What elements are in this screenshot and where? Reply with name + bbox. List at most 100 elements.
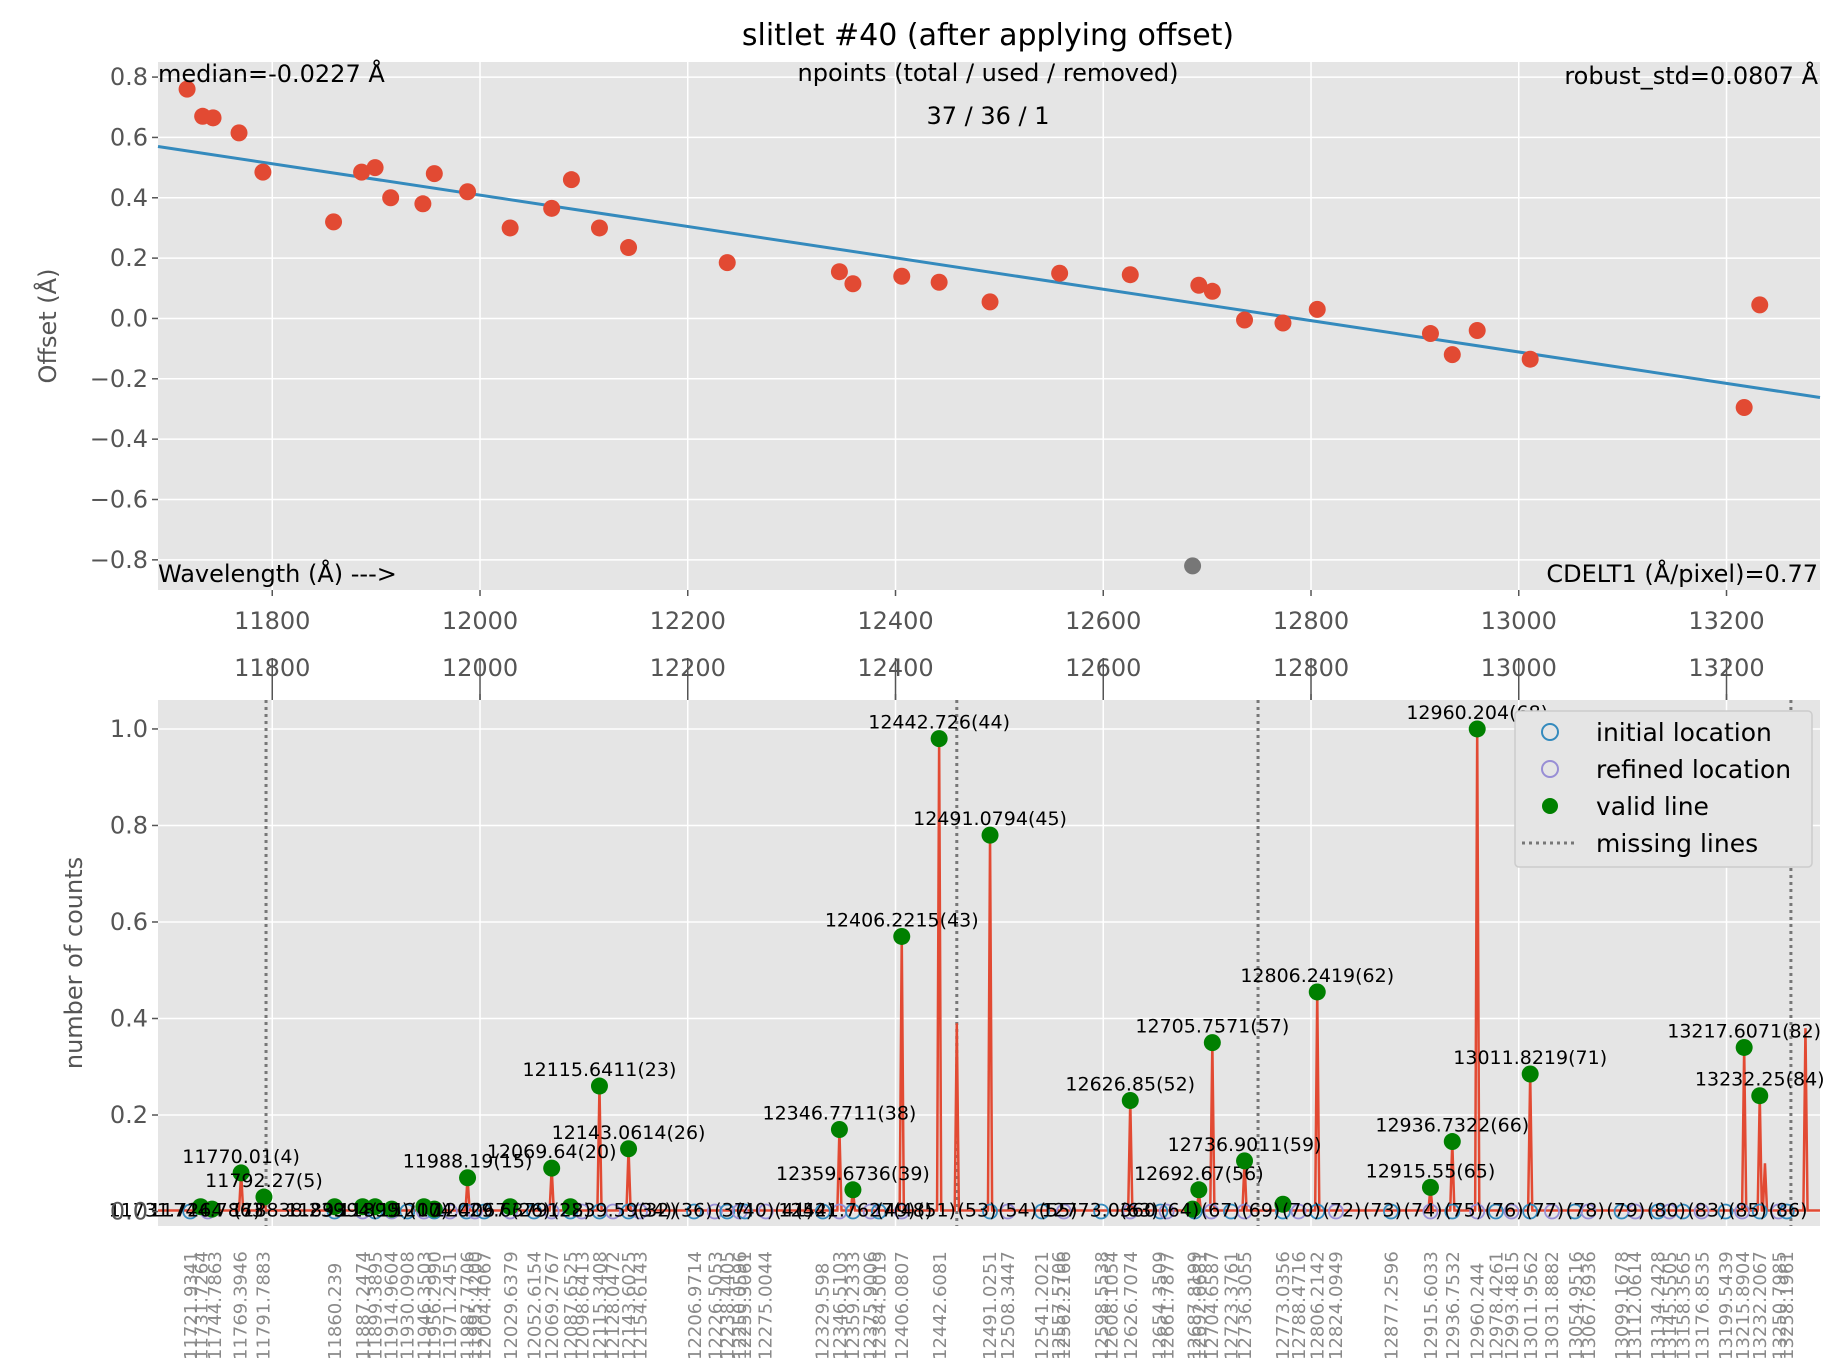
valid-line-marker (1521, 1065, 1539, 1083)
wavelength-tick-label: 12978.4261 (1486, 1251, 1507, 1360)
top-y-tick-label: 0.2 (110, 244, 148, 272)
legend-refined-location: refined location (1596, 755, 1791, 784)
line-id-label: (83) (1687, 1200, 1726, 1222)
valid-line-label: 12406.2215(43) (825, 909, 979, 931)
wavelength-tick-label: 12626.7074 (1121, 1251, 1142, 1360)
offset-point (718, 254, 736, 272)
line-location-marker (757, 1203, 774, 1220)
line-id-label: (55) (1039, 1200, 1078, 1222)
offset-point (414, 195, 432, 213)
line-location-marker (458, 1203, 475, 1220)
wavelength-tick-label: 12275.0044 (756, 1251, 777, 1360)
top-x-tick-label: 13000 (1481, 607, 1557, 635)
top-x-tick-label: 13200 (1688, 607, 1764, 635)
line-id-label: 11899 (339, 1200, 399, 1222)
bottom-top-x-tick-label: 12400 (857, 654, 933, 682)
valid-line-marker (981, 826, 999, 844)
wavelength-tick-label: 13112.0614 (1625, 1251, 1646, 1360)
line-location-marker (1055, 1203, 1072, 1220)
fit-line (157, 144, 1821, 399)
valid-line-marker (1443, 1133, 1461, 1151)
wavelength-tick-label: 13158.3565 (1673, 1251, 1694, 1360)
npoints-values: 37 / 36 / 1 (926, 102, 1049, 130)
valid-line-label: 11988.19(15) (403, 1151, 533, 1173)
wavelength-tick-label: 12806.2142 (1307, 1251, 1328, 1360)
valid-line-marker (543, 1159, 561, 1177)
legend-initial-location-marker (1541, 723, 1559, 741)
legend-valid-line-marker (1542, 798, 1558, 814)
bottom-y-tick-label: 0.6 (110, 908, 148, 936)
line-id-label: 12239.59(32) (547, 1200, 677, 1222)
wavelength-tick-label: 12557.5706 (1049, 1251, 1070, 1360)
line-id-label: (36) (674, 1200, 713, 1222)
legend-refined-location-marker (1541, 760, 1559, 778)
line-id-label: (76) (1485, 1200, 1524, 1222)
wavelength-tick-label: 12608.1054 (1102, 1251, 1123, 1360)
valid-line-marker (1203, 1034, 1221, 1052)
top-y-tick-label: 0.0 (110, 304, 148, 332)
offset-point (1190, 276, 1208, 294)
line-location-marker (1627, 1203, 1644, 1220)
line-location-marker (845, 1203, 861, 1220)
wavelength-tick-label: 11769.3946 (230, 1251, 251, 1360)
line-location-marker (1469, 1203, 1486, 1220)
bottom-top-x-tick-label: 13200 (1688, 654, 1764, 682)
wavelength-tick-label: 12541.2021 (1032, 1251, 1053, 1360)
wavelength-tick-label: 13258.1961 (1777, 1251, 1798, 1360)
valid-line-marker (1308, 983, 1326, 1001)
valid-line-marker (383, 1200, 401, 1218)
offset-point (230, 124, 248, 142)
offset-point (562, 171, 580, 189)
line-location-marker (1650, 1203, 1666, 1220)
valid-line-marker (561, 1198, 579, 1216)
top-x-tick-label: 12200 (650, 607, 726, 635)
line-id-label: (74) (1404, 1200, 1443, 1222)
valid-line-marker (232, 1164, 250, 1182)
chart-title: slitlet #40 (after applying offset) (742, 18, 1234, 53)
offset-point (543, 199, 561, 217)
valid-line-label: 12736.9011(59) (1168, 1134, 1322, 1156)
valid-line-label: 12936.7322(66) (1375, 1115, 1529, 1137)
wavelength-tick-label: 12406.0807 (892, 1251, 913, 1360)
line-location-marker (1503, 1203, 1520, 1220)
wavelength-tick-label: 11914.9604 (382, 1251, 403, 1360)
offset-point (830, 263, 848, 281)
line-location-marker (1093, 1203, 1110, 1220)
offset-point (459, 183, 477, 201)
valid-line-marker (366, 1198, 384, 1216)
wavelength-tick-label: 12359.2333 (843, 1251, 864, 1360)
offset-point (325, 213, 343, 231)
top-y-tick-label: 0.4 (110, 184, 148, 212)
wavelength-tick-label: 12384.5019 (869, 1251, 890, 1360)
wavelength-tick-label: 13215.8904 (1733, 1251, 1754, 1360)
line-location-marker (719, 1203, 736, 1220)
top-y-tick-label: 0.8 (110, 63, 148, 91)
offset-point (844, 275, 862, 293)
line-location-marker (982, 1203, 998, 1220)
valid-line-marker (1184, 1200, 1202, 1218)
line-location-marker (1203, 1203, 1220, 1220)
line-id-label: (51) (917, 1200, 956, 1222)
wavelength-tick-label: 12375.9006 (860, 1251, 881, 1360)
valid-line-marker (1121, 1092, 1139, 1110)
wavelength-tick-label: 12255.3061 (735, 1251, 756, 1360)
offset-point (382, 189, 400, 207)
line-location-marker (1309, 1203, 1326, 1220)
wavelength-tick-label: 12960.244 (1467, 1263, 1488, 1360)
wavelength-tick-label: 13232.2067 (1750, 1251, 1771, 1360)
wavelength-tick-label: 11930.0908 (397, 1251, 418, 1360)
offset-point (620, 239, 638, 257)
line-id-label: (53) (957, 1200, 996, 1222)
wavelength-tick-label: 11946.3503 (414, 1251, 435, 1360)
top-y-tick-label: −0.2 (90, 365, 148, 393)
wavelength-tick-label: 13031.8882 (1542, 1251, 1563, 1360)
wavelength-tick-label: 13067.6936 (1579, 1251, 1600, 1360)
top-y-axis-label: Offset (Å) (33, 269, 62, 384)
wavelength-tick-label: 13134.2428 (1648, 1251, 1669, 1360)
wavelength-tick-label: 12442.6081 (930, 1251, 951, 1360)
wavelength-tick-label: 12704.6587 (1202, 1251, 1223, 1360)
line-id-label: (34) (633, 1200, 672, 1222)
wavelength-tick-label: 12491.0251 (980, 1251, 1001, 1360)
line-location-marker (1488, 1203, 1504, 1220)
line-location-marker (1158, 1203, 1175, 1220)
